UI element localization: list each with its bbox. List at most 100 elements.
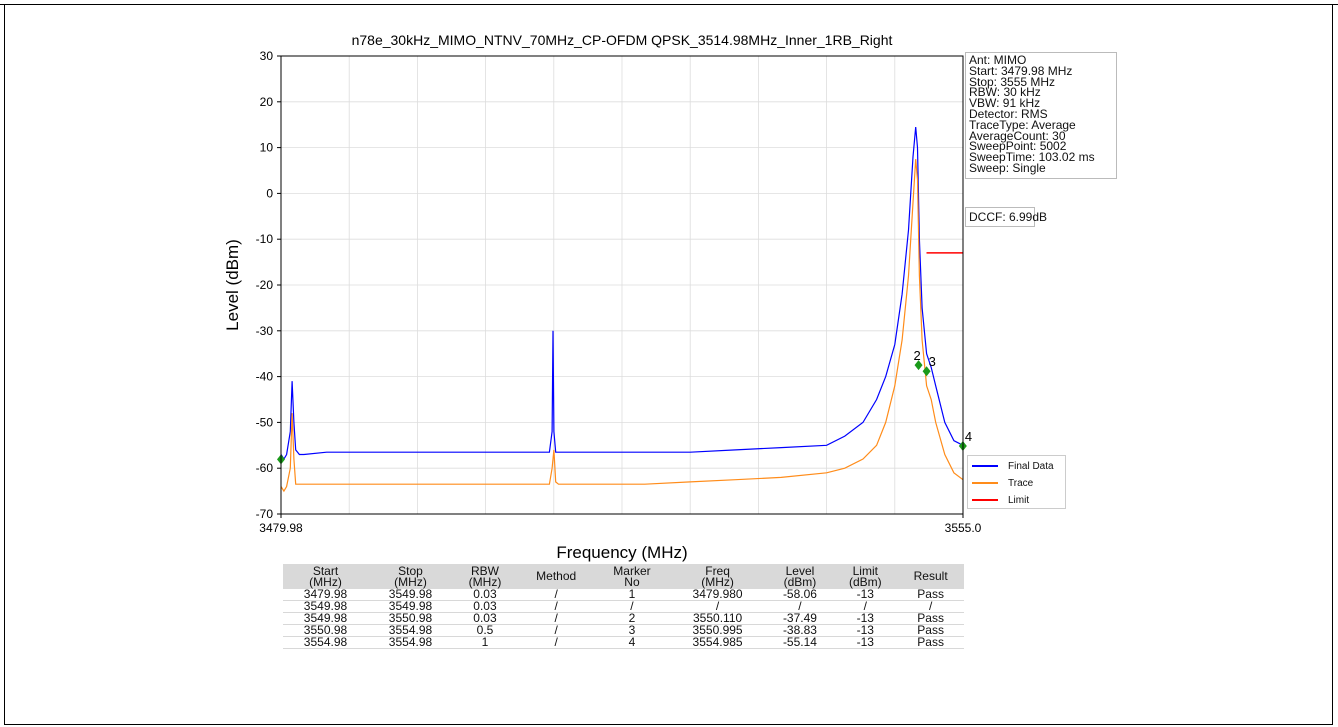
y-tick-label: -20 xyxy=(256,278,274,292)
results-table-header: Start (MHz) Stop (MHz) RBW (MHz) Method Marker N… xyxy=(283,564,964,589)
table-cell: 3549.98 xyxy=(368,589,453,601)
info-line: AverageCount: 30 xyxy=(969,128,1066,143)
series-line-final-data xyxy=(280,126,964,461)
y-tick-label: 20 xyxy=(260,95,274,109)
table-cell: 3554.985 xyxy=(668,636,767,649)
table-cell: 3 xyxy=(595,624,669,637)
legend-item-trace: Trace xyxy=(972,476,1033,490)
info-line: Detector: RMS xyxy=(969,106,1048,121)
table-cell: Pass xyxy=(897,612,964,625)
table-cell: 3549.98 xyxy=(283,612,368,625)
marker-point xyxy=(914,360,923,371)
table-cell: / xyxy=(766,600,834,613)
table-row: 3554.98 3554.98 1/4 3554.985 -55.14 -13 Pass xyxy=(283,636,964,649)
x-tick-label: 3555.0 xyxy=(945,521,982,535)
table-cell: -13 xyxy=(833,624,898,637)
table-cell: / xyxy=(516,636,596,649)
x-tick-label: 3479.98 xyxy=(259,521,303,535)
table-cell: Pass xyxy=(897,589,964,601)
table-cell: 0.03 xyxy=(453,589,517,601)
table-cell: 3550.110 xyxy=(668,612,767,625)
table-cell: / xyxy=(516,589,596,601)
table-row: 3550.98 3554.98 0.5/3 3550.995 -38.83 -13 Pass xyxy=(283,624,964,637)
info-line: VBW: 91 kHz xyxy=(969,96,1041,111)
table-cell: 0.03 xyxy=(453,612,517,625)
legend-item-final-data: Final Data xyxy=(972,459,1054,473)
y-tick-label: -60 xyxy=(256,461,274,475)
table-cell: -38.83 xyxy=(766,624,834,637)
info-line: Sweep: Single xyxy=(969,160,1046,175)
y-tick-label: -50 xyxy=(256,415,274,429)
chart-title: n78e_30kHz_MIMO_NTNV_70MHz_CP-OFDM QPSK_… xyxy=(352,32,893,48)
table-cell: 3550.98 xyxy=(368,612,453,625)
header-rule-left xyxy=(0,4,186,5)
y-tick-label: 30 xyxy=(260,49,274,63)
table-cell: 1 xyxy=(453,636,517,649)
info-line: Start: 3479.98 MHz xyxy=(969,63,1073,78)
table-cell: 4 xyxy=(595,636,669,649)
marker-point xyxy=(922,366,931,377)
legend-swatch-limit xyxy=(972,499,998,501)
column-header: Start (MHz) xyxy=(283,564,368,589)
marker-label: 4 xyxy=(965,429,972,444)
y-tick-label: 0 xyxy=(266,186,273,200)
page-frame xyxy=(4,4,1333,725)
table-cell: 2 xyxy=(595,612,669,625)
instrument-settings-box: Ant: MIMO Start: 3479.98 MHz Stop: 3555 MH… xyxy=(965,52,1117,179)
table-cell: 3554.98 xyxy=(368,636,453,649)
table-cell: / xyxy=(516,600,596,613)
column-header: Marker No xyxy=(595,564,669,589)
table-cell: / xyxy=(595,600,669,613)
results-table-body: 3479.98 3549.98 0.03/1 3479.980 -58.06 -13 Pas… xyxy=(283,589,964,649)
table-cell: 0.5 xyxy=(453,624,517,637)
series-line-trace xyxy=(280,159,964,493)
table-cell: 3549.98 xyxy=(283,600,368,613)
table-row: 3549.98 3550.98 0.03/2 3550.110 -37.49 -13 Pas… xyxy=(283,612,964,625)
legend-swatch-trace xyxy=(972,482,998,484)
legend-label-limit: Limit xyxy=(1008,494,1030,506)
table-cell: 3479.980 xyxy=(668,589,767,601)
dccf-box: DCCF: 6.99dB xyxy=(965,207,1047,227)
legend-label-final-data: Final Data xyxy=(1008,460,1054,472)
column-header: Freq (MHz) xyxy=(668,564,767,589)
y-tick-label: -40 xyxy=(256,370,274,384)
table-cell: 3554.98 xyxy=(368,624,453,637)
legend-label-trace: Trace xyxy=(1008,477,1034,489)
info-line: TraceType: Average xyxy=(969,117,1076,132)
table-cell: / xyxy=(668,600,767,613)
column-header: Stop (MHz) xyxy=(368,564,453,589)
y-tick-label: -70 xyxy=(256,507,274,521)
table-cell: -13 xyxy=(833,612,898,625)
info-line: Ant: MIMO xyxy=(969,53,1027,67)
table-cell: -13 xyxy=(833,636,898,649)
marker-label: 2 xyxy=(914,348,921,363)
y-tick-label: -30 xyxy=(256,324,274,338)
chart-legend: Final Data Trace Limit xyxy=(967,455,1066,509)
x-axis-label: Frequency (MHz) xyxy=(556,543,687,562)
y-tick-label: 10 xyxy=(260,141,274,155)
column-header: RBW (MHz) xyxy=(453,564,517,589)
table-cell: Pass xyxy=(897,636,964,649)
table-cell: 3550.98 xyxy=(283,624,368,637)
results-table: Start (MHz) Stop (MHz) RBW (MHz) Method Marker N… xyxy=(283,564,964,649)
marker-label: 3 xyxy=(929,354,936,369)
table-cell: 3549.98 xyxy=(368,600,453,613)
table-cell: -13 xyxy=(833,589,898,601)
legend-swatch-final-data xyxy=(972,465,998,467)
header-rule-right xyxy=(1152,4,1338,5)
table-cell: 1 xyxy=(595,589,669,601)
column-header: Level (dBm) xyxy=(766,564,834,589)
table-row: 3549.98 3549.98 0.03// / / / / xyxy=(283,600,964,613)
plot-frame xyxy=(280,55,964,515)
table-cell: / xyxy=(516,612,596,625)
column-header: Limit (dBm) xyxy=(833,564,898,589)
table-cell: / xyxy=(897,600,964,613)
info-line: RBW: 30 kHz xyxy=(969,85,1041,100)
column-header: Result xyxy=(897,564,964,589)
table-cell: 3479.98 xyxy=(283,589,368,601)
table-cell: / xyxy=(833,600,898,613)
info-line: SweepTime: 103.02 ms xyxy=(969,150,1095,165)
table-cell: -37.49 xyxy=(766,612,834,625)
info-line: SweepPoint: 5002 xyxy=(969,139,1067,154)
